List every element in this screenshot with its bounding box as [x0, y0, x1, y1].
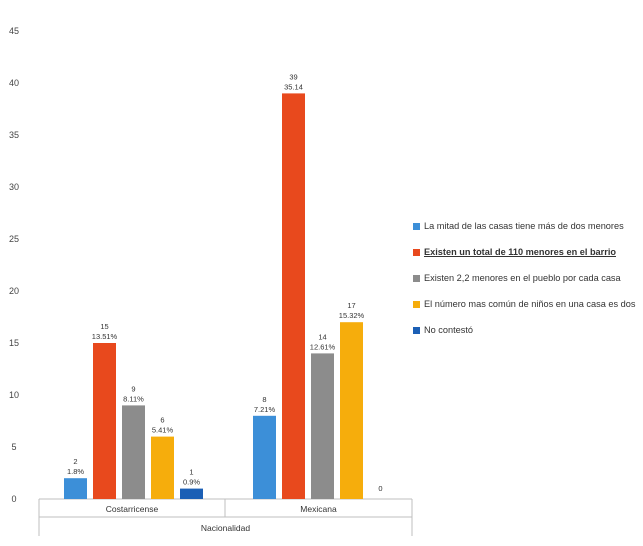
y-tick-label-4: 20 [9, 286, 19, 296]
y-tick-label-0: 0 [11, 494, 16, 504]
bar-2-costarricense [93, 343, 116, 499]
legend-item-1: La mitad de las casas tiene más de dos m… [413, 213, 641, 239]
y-tick-label-7: 35 [9, 130, 19, 140]
data-label-pct-1-1: 1.8% [67, 467, 84, 476]
legend-swatch-5 [413, 326, 420, 334]
data-label-pct-2-1: 13.51% [92, 332, 118, 341]
y-tick-label-5: 25 [9, 234, 19, 244]
data-label-count-1-2: 8 [262, 395, 266, 404]
y-tick-label-2: 10 [9, 390, 19, 400]
data-label-count-4-2: 17 [347, 301, 355, 310]
data-label-count-4-1: 6 [160, 416, 164, 425]
bar-3-mexicana [311, 353, 334, 499]
legend-item-3: Existen 2,2 menores en el pueblo por cad… [413, 265, 641, 291]
data-label-pct-4-1: 5.41% [152, 426, 174, 435]
category-label-costarricense: Costarricense [106, 504, 159, 514]
y-tick-label-9: 45 [9, 26, 19, 36]
data-label-count-2-1: 15 [100, 322, 108, 331]
y-tick-label-8: 40 [9, 78, 19, 88]
legend-swatch-2 [413, 248, 420, 256]
bar-4-mexicana [340, 322, 363, 499]
legend-label-4: El número mas común de niños en una casa… [424, 299, 636, 309]
legend-swatch-3 [413, 274, 420, 282]
legend-swatch-4 [413, 300, 420, 308]
data-label-count-5-2: 0 [378, 484, 382, 493]
category-label-mexicana: Mexicana [300, 504, 337, 514]
y-tick-label-1: 5 [11, 442, 16, 452]
legend-label-3: Existen 2,2 menores en el pueblo por cad… [424, 273, 621, 283]
x-axis-title: Nacionalidad [201, 523, 250, 533]
data-label-pct-5-1: 0.9% [183, 478, 200, 487]
bar-1-mexicana [253, 415, 276, 499]
y-tick-label-3: 15 [9, 338, 19, 348]
bar-1-costarricense [64, 478, 87, 499]
bar-4-costarricense [151, 436, 174, 499]
y-tick-label-6: 30 [9, 182, 19, 192]
legend-label-2: Existen un total de 110 menores en el ba… [424, 247, 616, 257]
legend-label-1: La mitad de las casas tiene más de dos m… [424, 221, 624, 231]
data-label-count-2-2: 39 [289, 72, 297, 81]
data-label-pct-1-2: 7.21% [254, 405, 276, 414]
legend-label-5: No contestó [424, 325, 474, 335]
bar-5-costarricense [180, 488, 203, 499]
data-label-count-5-1: 1 [189, 468, 193, 477]
data-label-pct-4-2: 15.32% [339, 311, 365, 320]
bar-2-mexicana [282, 93, 305, 500]
data-label-count-1-1: 2 [73, 457, 77, 466]
legend-item-2: Existen un total de 110 menores en el ba… [413, 239, 641, 265]
bar-3-costarricense [122, 405, 145, 499]
data-label-count-3-1: 9 [131, 384, 135, 393]
legend: La mitad de las casas tiene más de dos m… [413, 213, 641, 343]
legend-item-4: El número mas común de niños en una casa… [413, 291, 641, 317]
data-label-pct-3-2: 12.61% [310, 342, 336, 351]
legend-swatch-1 [413, 222, 420, 230]
data-label-count-3-2: 14 [318, 332, 326, 341]
data-label-pct-2-2: 35.14 [284, 82, 303, 91]
legend-item-5: No contestó [413, 317, 641, 343]
data-label-pct-3-1: 8.11% [123, 394, 144, 403]
